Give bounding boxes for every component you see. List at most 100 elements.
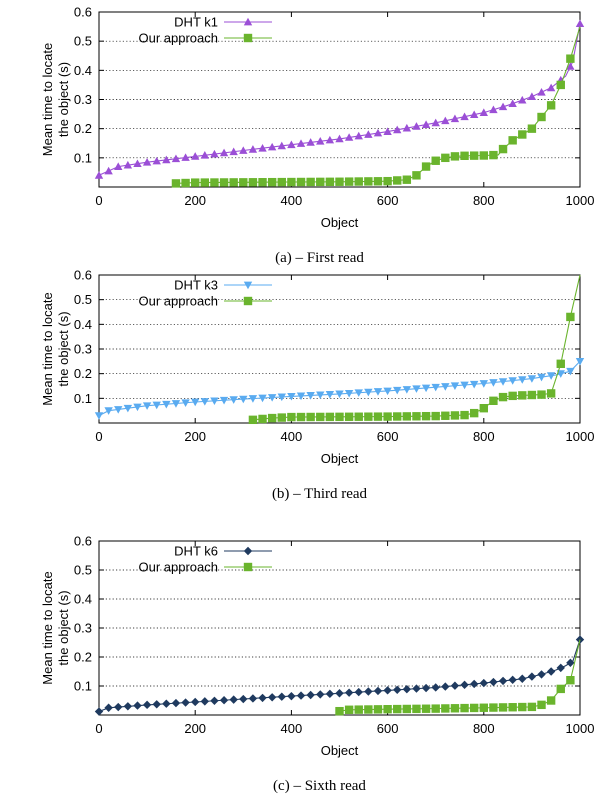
data-point: [431, 683, 440, 692]
y-tick-label: 0.2: [74, 366, 92, 381]
x-tick-label: 800: [473, 429, 495, 444]
data-point: [114, 702, 123, 712]
x-tick-label: 1000: [566, 721, 595, 736]
data-point: [229, 695, 238, 704]
data-point: [460, 410, 469, 420]
data-point: [267, 394, 277, 402]
data-point: [527, 672, 537, 681]
data-point: [248, 145, 258, 153]
y-tick-label: 0.4: [74, 317, 92, 332]
data-point: [556, 359, 565, 368]
data-point: [373, 388, 383, 396]
data-point: [402, 175, 412, 184]
data-point: [325, 689, 335, 699]
data-point: [508, 703, 517, 712]
y-tick-label: 0.5: [74, 292, 92, 307]
series-our-approach: [248, 274, 581, 425]
data-point: [489, 105, 498, 114]
data-point: [421, 162, 431, 171]
data-point: [267, 413, 277, 423]
data-point: [518, 95, 527, 104]
data-point: [460, 112, 469, 121]
data-point: [479, 108, 488, 116]
data-point: [210, 397, 219, 406]
legend-marker: [243, 546, 253, 556]
data-point: [306, 412, 315, 422]
x-tick-label: 0: [95, 721, 102, 736]
data-point: [335, 412, 344, 422]
data-point: [508, 391, 517, 401]
data-point: [335, 177, 344, 186]
data-point: [469, 151, 479, 160]
data-point: [566, 62, 575, 70]
legend-entry: Our approach: [139, 31, 272, 46]
data-point: [431, 383, 440, 392]
data-point: [431, 411, 440, 421]
data-point: [181, 698, 190, 707]
data-point: [104, 166, 113, 175]
data-point: [114, 162, 123, 170]
data-point: [546, 101, 556, 110]
y-axis-label: Mean time to locate: [40, 571, 55, 684]
data-point: [267, 142, 277, 151]
data-point: [277, 177, 286, 187]
x-tick-label: 1000: [566, 193, 595, 208]
data-point: [479, 151, 488, 160]
data-point: [219, 178, 229, 187]
x-tick-label: 1000: [566, 429, 595, 444]
data-point: [421, 384, 431, 393]
data-point: [556, 684, 565, 694]
data-point: [383, 176, 392, 186]
data-point: [431, 704, 440, 713]
y-axis-label: Mean time to locate: [40, 292, 55, 405]
data-point: [354, 389, 363, 397]
legend-entry: DHT k6: [174, 544, 272, 559]
x-tick-label: 600: [377, 721, 399, 736]
data-point: [412, 684, 421, 693]
data-point: [287, 412, 296, 422]
data-point: [421, 704, 431, 713]
data-point: [537, 373, 546, 382]
data-point: [114, 406, 123, 414]
data-point: [258, 693, 267, 703]
data-point: [489, 396, 498, 405]
y-axis-label: the object (s): [56, 62, 71, 137]
data-point: [393, 176, 402, 185]
data-point: [219, 396, 229, 405]
legend-label: Our approach: [139, 31, 219, 46]
data-point: [383, 686, 392, 695]
data-point: [296, 392, 306, 401]
x-axis-label: Object: [321, 451, 359, 466]
data-point: [508, 99, 517, 107]
data-point: [508, 377, 517, 385]
series-dht: [94, 635, 585, 716]
data-point: [508, 136, 517, 145]
legend-label: DHT k3: [174, 278, 218, 293]
data-point: [441, 383, 450, 391]
data-point: [306, 177, 315, 187]
data-point: [556, 370, 565, 378]
data-point: [566, 312, 575, 322]
y-tick-label: 0.2: [74, 121, 92, 136]
data-point: [325, 135, 335, 144]
data-point: [296, 177, 306, 187]
data-point: [498, 378, 508, 386]
data-point: [344, 705, 354, 714]
data-point: [296, 139, 306, 147]
data-point: [104, 703, 113, 712]
data-point: [402, 412, 412, 421]
data-point: [364, 705, 373, 714]
data-point: [354, 131, 363, 140]
data-point: [335, 689, 344, 698]
data-point: [546, 696, 556, 705]
data-point: [431, 156, 440, 165]
data-point: [450, 681, 460, 690]
data-point: [489, 703, 498, 712]
data-point: [364, 687, 373, 696]
data-point: [94, 412, 104, 420]
data-point: [537, 390, 546, 399]
data-point: [441, 153, 450, 163]
series-our-approach: [335, 639, 581, 716]
data-point: [460, 151, 469, 160]
data-point: [152, 401, 161, 410]
